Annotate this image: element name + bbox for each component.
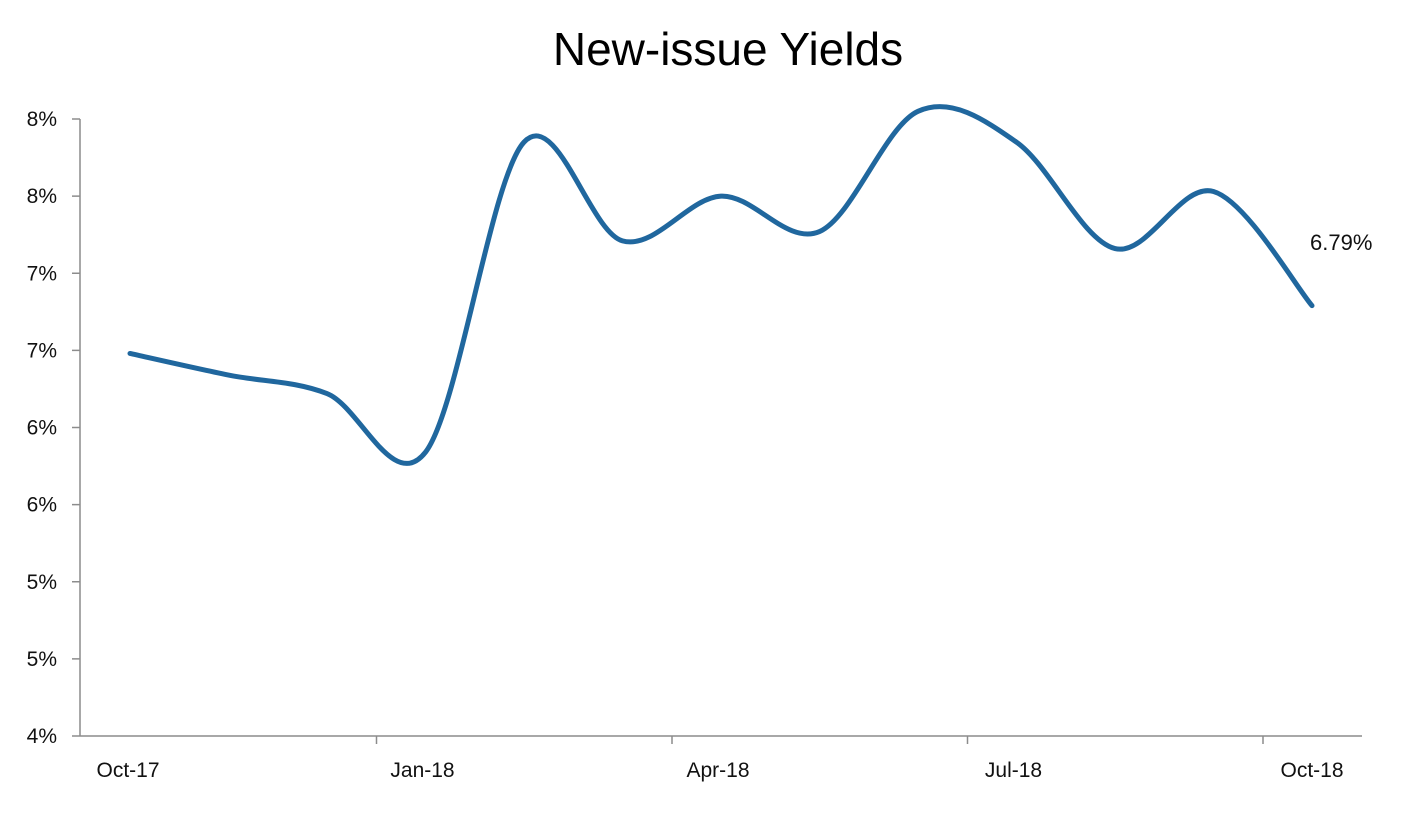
y-tick-label: 6% [27, 417, 57, 440]
y-tick-label: 5% [27, 571, 57, 594]
chart-title: New-issue Yields [552, 23, 904, 75]
x-tick-label: Jul-18 [985, 759, 1042, 782]
x-tick-label: Jan-18 [390, 759, 454, 782]
y-tick-label: 8% [27, 108, 57, 131]
x-tick-label: Apr-18 [686, 759, 749, 782]
x-tick-label: Oct-18 [1280, 759, 1343, 782]
axes [72, 118, 1362, 744]
x-tick-label: Oct-17 [96, 759, 159, 782]
y-tick-label: 4% [27, 725, 57, 748]
y-tick-label: 7% [27, 262, 57, 285]
tick-labels: 4% 5% 5% 6% 6% 7% 7% 8% 8% Oct-17 Jan-18 Apr-18 Jul-… [27, 108, 1344, 782]
series-line [127, 104, 1315, 466]
y-tick-label: 6% [27, 494, 57, 517]
y-tick-label: 7% [27, 339, 57, 362]
y-tick-label: 8% [27, 185, 57, 208]
y-tick-label: 5% [27, 648, 57, 671]
annotations: 6.79% [1310, 230, 1372, 255]
series-layer [127, 104, 1315, 466]
data-label: 6.79% [1310, 230, 1372, 255]
